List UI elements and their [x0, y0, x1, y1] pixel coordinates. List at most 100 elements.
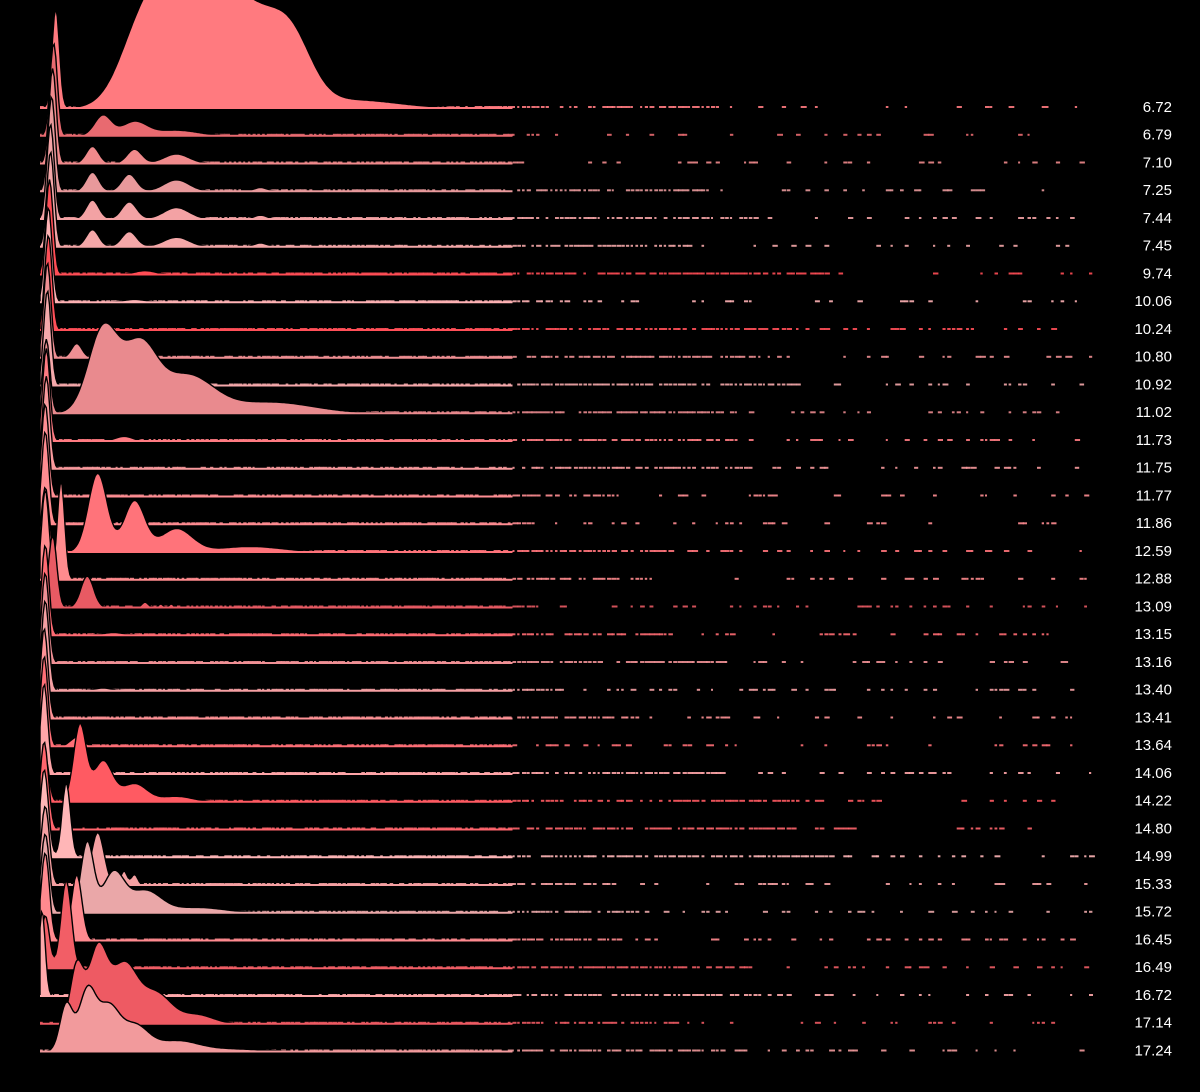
rug-mark	[583, 1049, 590, 1052]
rug-mark	[630, 827, 633, 830]
rug-mark	[696, 355, 701, 358]
rug-mark	[607, 855, 613, 858]
rug-mark	[677, 966, 684, 969]
rug-mark	[517, 272, 520, 275]
rug-mark	[616, 383, 623, 386]
rug-mark	[1084, 605, 1087, 608]
rug-mark	[602, 466, 606, 469]
rug-mark	[668, 411, 672, 414]
rug-mark	[630, 439, 634, 441]
rug-mark	[630, 716, 635, 719]
rug-mark	[904, 577, 910, 580]
rug-mark	[555, 550, 558, 552]
rug-mark	[1041, 189, 1045, 192]
rug-mark	[1065, 244, 1070, 247]
rug-mark	[829, 633, 835, 636]
rug-mark	[531, 605, 536, 608]
rug-mark	[536, 189, 542, 192]
rug-mark	[630, 1049, 635, 1052]
rug-mark	[1008, 910, 1014, 913]
rug-mark	[715, 966, 721, 969]
rug-mark	[668, 328, 671, 330]
rug-mark	[715, 661, 721, 663]
rug-mark	[592, 550, 596, 552]
rug-mark	[720, 855, 723, 858]
rug-mark	[937, 161, 942, 164]
rug-mark	[545, 633, 551, 636]
rug-mark	[711, 688, 713, 691]
rug-mark	[734, 994, 740, 996]
rug-mark	[663, 550, 667, 552]
rug-mark	[550, 716, 555, 719]
rug-mark	[630, 661, 637, 663]
rug-mark	[659, 772, 664, 774]
rug-mark	[753, 328, 757, 330]
rug-mark	[673, 688, 678, 691]
rug-mark	[607, 106, 613, 108]
rug-mark	[621, 328, 624, 330]
rug-mark	[933, 605, 937, 608]
rug-mark	[1037, 466, 1041, 469]
rug-mark	[933, 466, 936, 469]
rug-mark	[1022, 661, 1028, 663]
rug-mark	[583, 938, 588, 941]
rug-mark	[1022, 300, 1027, 303]
rug-mark	[602, 550, 606, 552]
rug-mark	[933, 217, 937, 219]
rug-mark	[531, 938, 535, 941]
rug-mark	[550, 855, 554, 858]
rug-mark	[692, 272, 698, 275]
rug-mark	[531, 217, 534, 219]
rug-mark	[696, 827, 702, 830]
rug-mark	[928, 938, 934, 941]
rug-mark	[644, 827, 649, 830]
rug-mark	[597, 799, 604, 802]
rug-mark	[531, 522, 535, 525]
rug-mark	[682, 1049, 688, 1052]
rug-mark	[1055, 772, 1060, 774]
rug-mark	[526, 272, 531, 275]
rug-mark	[644, 938, 651, 941]
rug-mark	[625, 383, 629, 386]
rug-mark	[692, 383, 697, 386]
rug-mark	[937, 633, 943, 636]
rug-mark	[1003, 799, 1007, 802]
rug-mark	[824, 522, 831, 525]
rug-mark	[687, 106, 691, 108]
rug-mark	[611, 883, 617, 885]
rug-mark	[720, 189, 723, 192]
rug-mark	[696, 855, 700, 858]
rug-mark	[659, 328, 665, 330]
rug-mark	[517, 411, 520, 414]
rug-mark	[592, 355, 598, 358]
rug-mark	[602, 161, 607, 164]
rug-mark	[578, 383, 583, 386]
rug-mark	[616, 827, 619, 830]
rug-mark	[777, 716, 780, 719]
rug-mark	[923, 133, 930, 136]
row-label: 12.88	[1134, 571, 1172, 588]
rug-mark	[989, 550, 993, 552]
rug-mark	[701, 661, 708, 663]
rug-mark	[814, 910, 819, 913]
rug-mark	[640, 189, 643, 192]
rug-mark	[1003, 938, 1009, 941]
rug-mark	[805, 189, 811, 192]
rug-mark	[569, 328, 573, 330]
rug-mark	[814, 994, 821, 996]
rug-mark	[767, 883, 773, 885]
rug-mark	[578, 328, 582, 330]
rug-mark	[942, 966, 947, 969]
rug-mark	[687, 161, 693, 164]
rug-mark	[876, 133, 881, 136]
rug-mark	[687, 189, 690, 192]
rug-mark	[824, 855, 829, 858]
rug-mark	[649, 966, 652, 969]
rug-mark	[526, 688, 532, 691]
rug-mark	[734, 855, 738, 858]
rug-mark	[923, 633, 929, 636]
rug-mark	[1032, 744, 1038, 747]
rug-mark	[536, 744, 539, 747]
rug-mark	[659, 466, 663, 469]
rug-mark	[885, 439, 888, 441]
